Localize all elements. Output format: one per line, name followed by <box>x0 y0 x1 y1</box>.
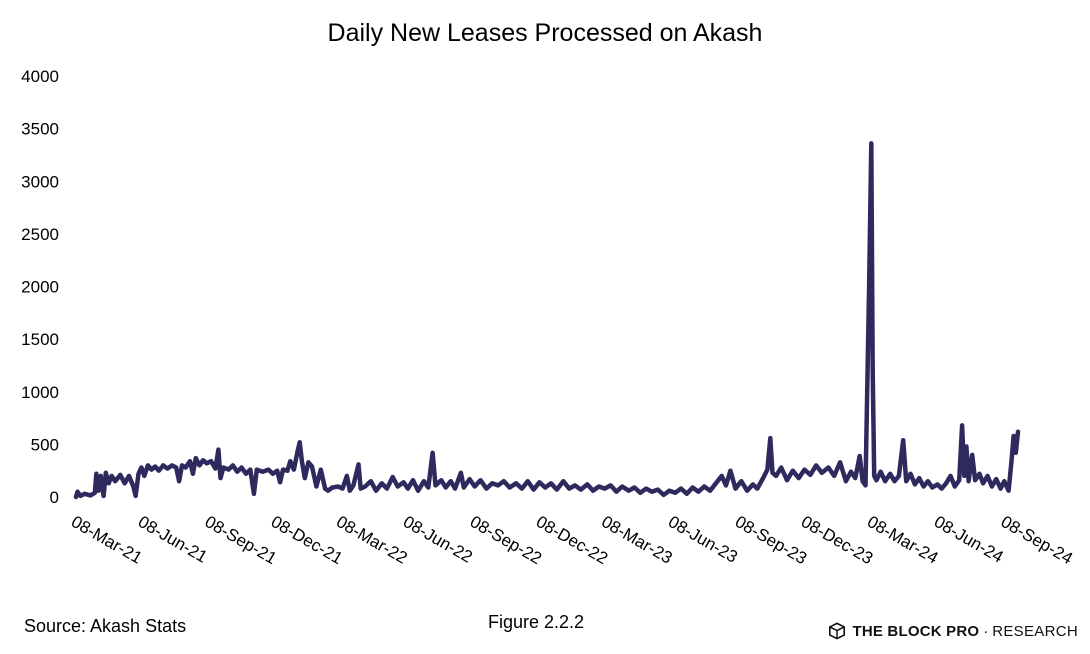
x-tick-label: 08-Mar-24 <box>864 512 941 568</box>
x-tick-label: 08-Mar-22 <box>333 512 410 568</box>
x-tick-label: 08-Dec-23 <box>798 512 876 568</box>
y-axis: 0 500 1000 1500 2000 2500 3000 3500 4000 <box>21 67 59 507</box>
x-tick-label: 08-Sep-22 <box>467 512 545 568</box>
y-tick-label: 2500 <box>21 225 59 244</box>
x-tick-label: 08-Jun-24 <box>931 512 1007 567</box>
x-tick-label: 08-Mar-21 <box>68 512 145 568</box>
x-tick-label: 08-Mar-23 <box>598 512 675 568</box>
brand-primary: THE BLOCK PRO <box>852 622 980 640</box>
series-line <box>73 141 1021 500</box>
y-tick-label: 500 <box>31 435 59 454</box>
chart-title: Daily New Leases Processed on Akash <box>328 19 763 47</box>
x-tick-label: 08-Jun-23 <box>665 512 741 567</box>
series-layer <box>73 141 1021 500</box>
source-note: Source: Akash Stats <box>24 616 187 636</box>
figure-caption: Figure 2.2.2 <box>488 612 585 632</box>
brand-secondary: RESEARCH <box>992 622 1078 640</box>
y-tick-label: 2000 <box>21 278 59 297</box>
y-tick-label: 4000 <box>21 67 59 86</box>
x-axis: 08-Mar-2108-Jun-2108-Sep-2108-Dec-2108-M… <box>68 512 1076 568</box>
x-tick-label: 08-Sep-21 <box>202 512 280 568</box>
y-tick-label: 1500 <box>21 330 59 349</box>
x-tick-label: 08-Jun-22 <box>400 512 476 567</box>
y-tick-label: 3500 <box>21 120 59 139</box>
y-tick-label: 0 <box>50 488 59 507</box>
y-tick-label: 3000 <box>21 172 59 191</box>
x-tick-label: 08-Sep-23 <box>732 512 810 568</box>
x-tick-label: 08-Jun-21 <box>135 512 211 567</box>
brand-mark: THE BLOCK PRO · RESEARCH <box>828 622 1078 640</box>
cube-logo-icon <box>829 622 846 640</box>
y-tick-label: 1000 <box>21 383 59 402</box>
x-tick-label: 08-Dec-21 <box>268 512 346 568</box>
x-tick-label: 08-Dec-22 <box>533 512 611 568</box>
x-tick-label: 08-Sep-24 <box>998 512 1076 568</box>
brand-separator: · <box>983 622 989 640</box>
